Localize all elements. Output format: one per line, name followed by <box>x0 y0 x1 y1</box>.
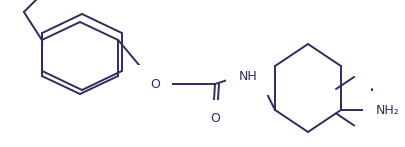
Text: NH₂: NH₂ <box>375 103 399 117</box>
Text: O: O <box>150 77 160 91</box>
Text: O: O <box>209 112 220 126</box>
Text: NH: NH <box>238 70 257 82</box>
